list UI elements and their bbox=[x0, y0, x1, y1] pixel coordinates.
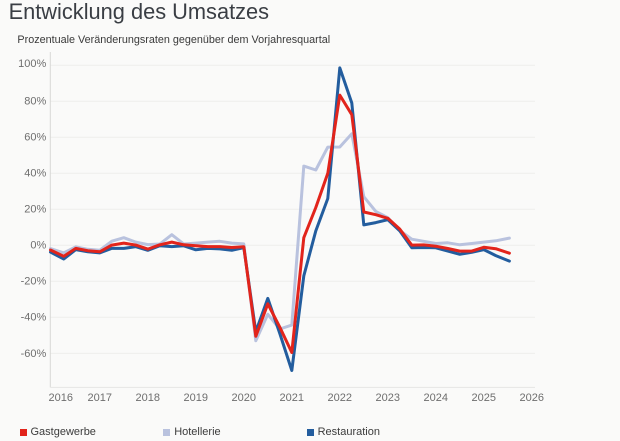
svg-text:-40%: -40% bbox=[21, 312, 47, 324]
svg-text:40%: 40% bbox=[24, 168, 46, 180]
svg-text:2016: 2016 bbox=[49, 392, 73, 404]
svg-text:2019: 2019 bbox=[184, 392, 208, 404]
svg-text:100%: 100% bbox=[18, 58, 46, 70]
svg-text:20%: 20% bbox=[24, 204, 46, 216]
svg-text:0%: 0% bbox=[30, 240, 46, 252]
svg-text:-60%: -60% bbox=[21, 348, 47, 360]
svg-text:2024: 2024 bbox=[424, 392, 448, 404]
svg-text:2025: 2025 bbox=[472, 392, 496, 404]
svg-text:2023: 2023 bbox=[376, 392, 400, 404]
svg-text:2026: 2026 bbox=[520, 392, 544, 404]
svg-text:2021: 2021 bbox=[280, 392, 304, 404]
svg-text:2022: 2022 bbox=[328, 392, 352, 404]
svg-text:2018: 2018 bbox=[136, 392, 160, 404]
svg-text:2020: 2020 bbox=[232, 392, 256, 404]
svg-text:-20%: -20% bbox=[21, 276, 47, 288]
svg-text:80%: 80% bbox=[24, 96, 46, 108]
svg-text:2017: 2017 bbox=[88, 392, 112, 404]
svg-text:60%: 60% bbox=[24, 132, 46, 144]
